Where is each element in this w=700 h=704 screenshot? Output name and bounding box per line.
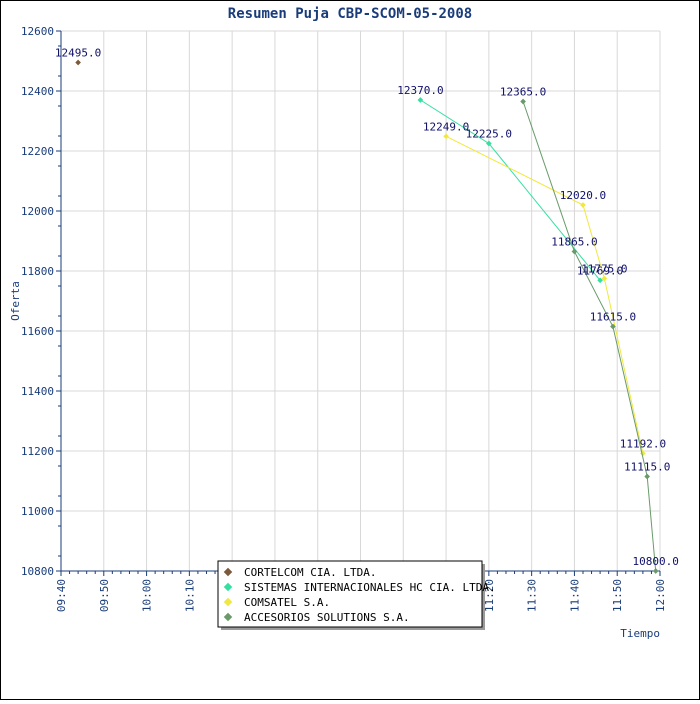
y-tick-label: 11800 xyxy=(21,265,54,278)
data-label: 12370.0 xyxy=(397,84,443,97)
y-tick-label: 12200 xyxy=(21,145,54,158)
y-tick-label: 11000 xyxy=(21,505,54,518)
legend-label: ACCESORIOS SOLUTIONS S.A. xyxy=(244,611,410,624)
data-point xyxy=(644,473,650,480)
data-label: 12249.0 xyxy=(423,120,469,133)
x-tick-label: 12:00 xyxy=(654,579,667,612)
legend-label: CORTELCOM CIA. LTDA. xyxy=(244,566,376,579)
legend-box xyxy=(217,560,483,628)
y-tick-label: 12600 xyxy=(21,25,54,38)
data-point xyxy=(520,98,526,105)
data-label: 11775.0 xyxy=(581,263,627,276)
x-tick-label: 11:50 xyxy=(611,579,624,612)
y-tick-label: 11400 xyxy=(21,385,54,398)
data-label: 11615.0 xyxy=(590,311,636,324)
data-label: 11769.0 xyxy=(577,264,623,277)
legend: CORTELCOM CIA. LTDA. SISTEMAS INTERNACION… xyxy=(217,560,496,630)
y-tick-label: 12400 xyxy=(21,85,54,98)
series-line xyxy=(445,135,644,454)
y-tick-label: 10800 xyxy=(21,565,54,578)
y-axis-ticks: 10800 11000 11200 11400 11600 11800 12000 12200… xyxy=(21,25,61,578)
data-label: 12020.0 xyxy=(560,189,606,202)
x-axis-label: Tiempo xyxy=(620,627,660,640)
data-label: 12495.0 xyxy=(55,47,101,60)
y-tick-label: 12000 xyxy=(21,205,54,218)
legend-label: COMSATEL S.A. xyxy=(244,596,330,609)
x-tick-label: 10:10 xyxy=(183,579,196,612)
legend-label: SISTEMAS INTERNACIONALES HC CIA. LTDA. xyxy=(244,581,496,594)
data-point xyxy=(417,97,424,103)
x-tick-label: 09:50 xyxy=(98,579,111,612)
data-label: 11192.0 xyxy=(620,437,666,450)
data-label: 12225.0 xyxy=(466,128,512,141)
data-label: 11865.0 xyxy=(551,236,597,249)
data-label: 11115.0 xyxy=(624,461,670,474)
data-point xyxy=(571,248,578,255)
y-axis-label: Oferta xyxy=(9,281,22,321)
data-point xyxy=(610,323,616,330)
x-tick-label: 11:40 xyxy=(568,579,581,612)
data-point xyxy=(443,133,449,140)
y-tick-label: 11600 xyxy=(21,325,54,338)
x-tick-label: 11:30 xyxy=(526,579,539,612)
data-labels: 12495.0 12370.0 12225.0 11769.0 12249.0 12020… xyxy=(55,47,679,569)
data-point xyxy=(597,277,603,284)
x-tick-label: 10:00 xyxy=(141,579,154,612)
y-tick-label: 11200 xyxy=(21,445,54,458)
data-label: 12365.0 xyxy=(500,86,546,99)
data-point xyxy=(486,140,492,147)
series-group xyxy=(75,59,659,574)
x-tick-label: 11:20 xyxy=(483,579,496,612)
x-tick-label: 09:40 xyxy=(55,579,68,612)
data-point xyxy=(652,568,659,574)
data-point xyxy=(580,202,586,208)
chart-title: Resumen Puja CBP-SCOM-05-2008 xyxy=(228,6,472,22)
data-point xyxy=(601,275,608,282)
data-label: 10800.0 xyxy=(633,555,679,568)
